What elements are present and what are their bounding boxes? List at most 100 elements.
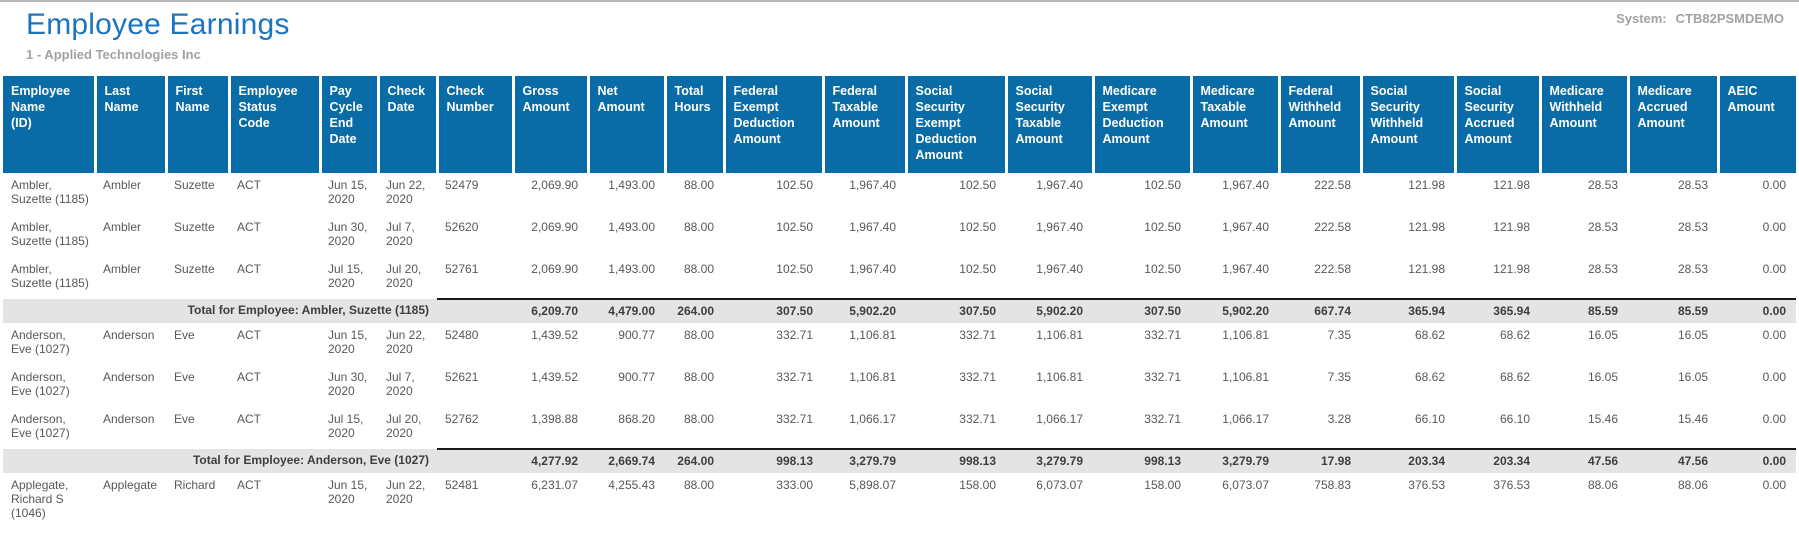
cell-medicare-taxable-amount: 1,106.81: [1222, 328, 1269, 342]
cell-employee-status-code: ACT: [237, 370, 261, 384]
cell-federal-withheld-amount: 3.28: [1327, 412, 1351, 426]
column-header-check-date: Check Date: [378, 76, 439, 173]
cell-social-security-accrued-amount: 121.98: [1493, 178, 1530, 192]
cell-check-number: 52761: [445, 262, 479, 276]
total-cell-social-security-taxable-amount: 5,902.20: [1006, 298, 1093, 323]
cell-employee-name-id: Applegate, Richard S (1046): [11, 478, 69, 520]
cell-employee-status-code: ACT: [237, 412, 261, 426]
total-cell-social-security-taxable-amount: 3,279.79: [1006, 448, 1093, 473]
cell-medicare-accrued-amount: 88.06: [1677, 478, 1708, 492]
table-body: Ambler, Suzette (1185) Ambler Suzette ACT Ju…: [3, 173, 1796, 529]
cell-pay-cycle-end-date: Jun 15, 2020: [328, 178, 368, 206]
cell-employee-name-id: Anderson, Eve (1027): [11, 370, 70, 398]
cell-medicare-exempt-deduction-amount: 102.50: [1144, 262, 1181, 276]
cell-medicare-exempt-deduction-amount: 332.71: [1144, 370, 1181, 384]
cell-last-name: Anderson: [103, 370, 155, 384]
cell-medicare-withheld-amount: 15.46: [1587, 412, 1618, 426]
cell-total-hours: 88.00: [683, 478, 714, 492]
cell-federal-withheld-amount: 7.35: [1327, 370, 1351, 384]
total-cell-social-security-exempt-deduction-amount: 998.13: [906, 448, 1006, 473]
cell-social-security-taxable-amount: 6,073.07: [1036, 478, 1083, 492]
total-cell-social-security-accrued-amount: 203.34: [1455, 448, 1540, 473]
cell-check-number: 52620: [445, 220, 479, 234]
cell-federal-taxable-amount: 1,106.81: [849, 328, 896, 342]
cell-social-security-exempt-deduction-amount: 332.71: [959, 328, 996, 342]
cell-pay-cycle-end-date: Jun 15, 2020: [328, 478, 368, 506]
column-header-federal-exempt-deduction-amount: Federal Exempt Deduction Amount: [724, 76, 825, 173]
cell-medicare-taxable-amount: 1,967.40: [1222, 262, 1269, 276]
cell-net-amount: 900.77: [618, 370, 655, 384]
cell-social-security-taxable-amount: 1,066.17: [1036, 412, 1083, 426]
cell-social-security-accrued-amount: 66.10: [1499, 412, 1530, 426]
cell-employee-name-id: Anderson, Eve (1027): [11, 328, 70, 356]
total-cell-aeic-amount: 0.00: [1718, 448, 1796, 473]
column-header-federal-withheld-amount: Federal Withheld Amount: [1279, 76, 1363, 173]
cell-aeic-amount: 0.00: [1762, 412, 1786, 426]
cell-federal-taxable-amount: 1,967.40: [849, 178, 896, 192]
cell-aeic-amount: 0.00: [1762, 220, 1786, 234]
page-title: Employee Earnings: [26, 8, 290, 41]
cell-social-security-withheld-amount: 66.10: [1414, 412, 1445, 426]
column-header-social-security-exempt-deduction-amount: Social Security Exempt Deduction Amount: [906, 76, 1008, 173]
cell-net-amount: 900.77: [618, 328, 655, 342]
cell-medicare-withheld-amount: 28.53: [1587, 220, 1618, 234]
cell-first-name: Suzette: [174, 262, 215, 276]
cell-first-name: Eve: [174, 412, 195, 426]
cell-check-date: Jun 22, 2020: [386, 178, 426, 206]
cell-net-amount: 1,493.00: [608, 178, 655, 192]
column-header-medicare-taxable-amount: Medicare Taxable Amount: [1191, 76, 1281, 173]
cell-medicare-exempt-deduction-amount: 102.50: [1144, 178, 1181, 192]
column-header-social-security-taxable-amount: Social Security Taxable Amount: [1006, 76, 1095, 173]
cell-net-amount: 868.20: [618, 412, 655, 426]
cell-total-hours: 88.00: [683, 178, 714, 192]
cell-federal-exempt-deduction-amount: 102.50: [776, 178, 813, 192]
total-cell-gross-amount: 6,209.70: [513, 298, 588, 323]
total-cell-check-number: [437, 298, 513, 323]
cell-employee-status-code: ACT: [237, 262, 261, 276]
cell-social-security-taxable-amount: 1,106.81: [1036, 370, 1083, 384]
cell-social-security-withheld-amount: 121.98: [1408, 178, 1445, 192]
cell-medicare-taxable-amount: 1,066.17: [1222, 412, 1269, 426]
total-cell-check-number: [437, 448, 513, 473]
cell-federal-taxable-amount: 1,066.17: [849, 412, 896, 426]
cell-check-number: 52480: [445, 328, 479, 342]
cell-gross-amount: 2,069.90: [531, 220, 578, 234]
total-cell-total-hours: 264.00: [665, 448, 724, 473]
total-cell-federal-withheld-amount: 667.74: [1279, 298, 1361, 323]
total-row: Total for Employee: Anderson, Eve (1027)…: [3, 448, 1796, 473]
cell-federal-exempt-deduction-amount: 333.00: [776, 478, 813, 492]
total-row-label: Total for Employee: Ambler, Suzette (118…: [3, 299, 437, 323]
cell-total-hours: 88.00: [683, 328, 714, 342]
total-cell-federal-taxable-amount: 5,902.20: [823, 298, 906, 323]
cell-check-date: Jul 7, 2020: [386, 220, 415, 248]
column-header-employee-name-id: Employee Name (ID): [3, 76, 97, 173]
cell-last-name: Ambler: [103, 178, 142, 192]
cell-medicare-accrued-amount: 28.53: [1677, 262, 1708, 276]
column-header-first-name: First Name: [166, 76, 231, 173]
cell-check-number: 52481: [445, 478, 479, 492]
table-row: Ambler, Suzette (1185) Ambler Suzette ACT Ju…: [3, 173, 1796, 215]
total-cell-medicare-accrued-amount: 47.56: [1628, 448, 1718, 473]
cell-medicare-withheld-amount: 28.53: [1587, 178, 1618, 192]
cell-net-amount: 1,493.00: [608, 262, 655, 276]
cell-gross-amount: 1,439.52: [531, 328, 578, 342]
cell-net-amount: 1,493.00: [608, 220, 655, 234]
cell-check-date: Jun 22, 2020: [386, 478, 426, 506]
column-header-social-security-accrued-amount: Social Security Accrued Amount: [1455, 76, 1542, 173]
cell-medicare-taxable-amount: 1,967.40: [1222, 220, 1269, 234]
cell-pay-cycle-end-date: Jun 30, 2020: [328, 220, 368, 248]
column-header-aeic-amount: AEIC Amount: [1718, 76, 1796, 173]
report-header: Employee Earnings 1 - Applied Technologi…: [0, 2, 1799, 76]
cell-social-security-taxable-amount: 1,967.40: [1036, 220, 1083, 234]
cell-social-security-withheld-amount: 68.62: [1414, 328, 1445, 342]
cell-net-amount: 4,255.43: [608, 478, 655, 492]
cell-check-number: 52762: [445, 412, 479, 426]
cell-first-name: Eve: [174, 328, 195, 342]
cell-medicare-accrued-amount: 16.05: [1677, 370, 1708, 384]
cell-check-number: 52621: [445, 370, 479, 384]
cell-social-security-withheld-amount: 121.98: [1408, 262, 1445, 276]
total-cell-net-amount: 4,479.00: [588, 298, 665, 323]
column-header-gross-amount: Gross Amount: [513, 76, 590, 173]
total-cell-medicare-withheld-amount: 85.59: [1540, 298, 1628, 323]
